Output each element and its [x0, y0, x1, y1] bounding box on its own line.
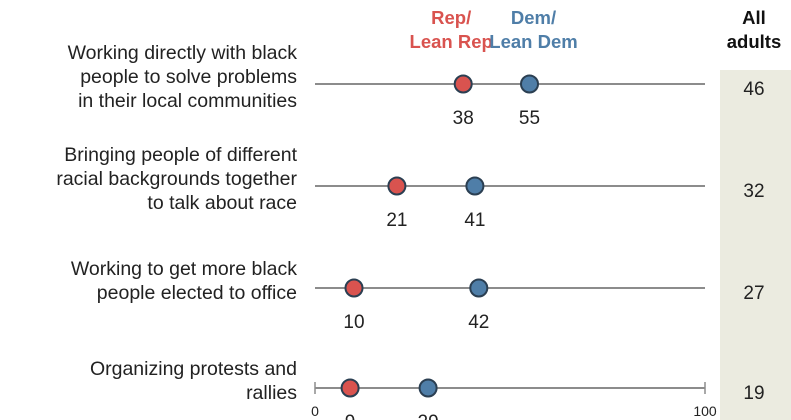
legend-headers: Rep/Lean Rep Dem/Lean Dem All adults — [410, 7, 782, 52]
row-label: people elected to office — [97, 282, 297, 304]
value-label-rep: 10 — [343, 312, 364, 333]
dot-dem — [469, 278, 489, 298]
dot-dem — [418, 378, 438, 398]
row-label: Working to get more black — [71, 258, 297, 280]
row-label: Working directly with black — [68, 42, 298, 64]
value-label-dem: 55 — [519, 108, 540, 129]
row-label: Bringing people of different — [64, 144, 297, 166]
dot-rep — [344, 278, 364, 298]
all-adults-value: 27 — [743, 283, 764, 304]
all-adults-header: adults — [727, 31, 781, 52]
all-adults-value: 19 — [743, 383, 764, 404]
all-adults-value: 46 — [743, 79, 764, 100]
value-label-dem: 41 — [464, 210, 485, 231]
legend-label-dem: Lean Dem — [489, 31, 577, 52]
row-label: rallies — [246, 382, 297, 404]
value-label-rep: 21 — [386, 210, 407, 231]
dot-rep — [453, 74, 473, 94]
all-adults-value: 32 — [743, 181, 764, 202]
value-label-rep: 9 — [345, 412, 356, 420]
all-adults-column-bg — [720, 70, 791, 420]
value-label-dem: 29 — [418, 412, 439, 420]
legend-label-rep: Rep/ — [431, 7, 471, 28]
dot-dem — [520, 74, 539, 94]
dot-rep — [387, 176, 407, 196]
row-label: to talk about race — [147, 192, 297, 214]
row-label: in their local communities — [78, 90, 297, 112]
value-label-rep: 38 — [453, 108, 474, 129]
axis-tick-label: 100 — [693, 403, 717, 419]
row-label: racial backgrounds together — [56, 168, 297, 190]
x-axis: 0 100 — [311, 382, 717, 419]
legend-label-dem: Dem/ — [511, 7, 556, 28]
axis-tick-label: 0 — [311, 403, 319, 419]
value-label-dem: 42 — [468, 312, 489, 333]
legend-label-rep: Lean Rep — [410, 31, 493, 52]
dot-dem — [465, 176, 485, 196]
row-label: people to solve problems — [80, 66, 297, 88]
row-label: Organizing protests and — [90, 358, 297, 380]
dot-rep — [340, 378, 360, 398]
all-adults-header: All — [742, 7, 766, 28]
